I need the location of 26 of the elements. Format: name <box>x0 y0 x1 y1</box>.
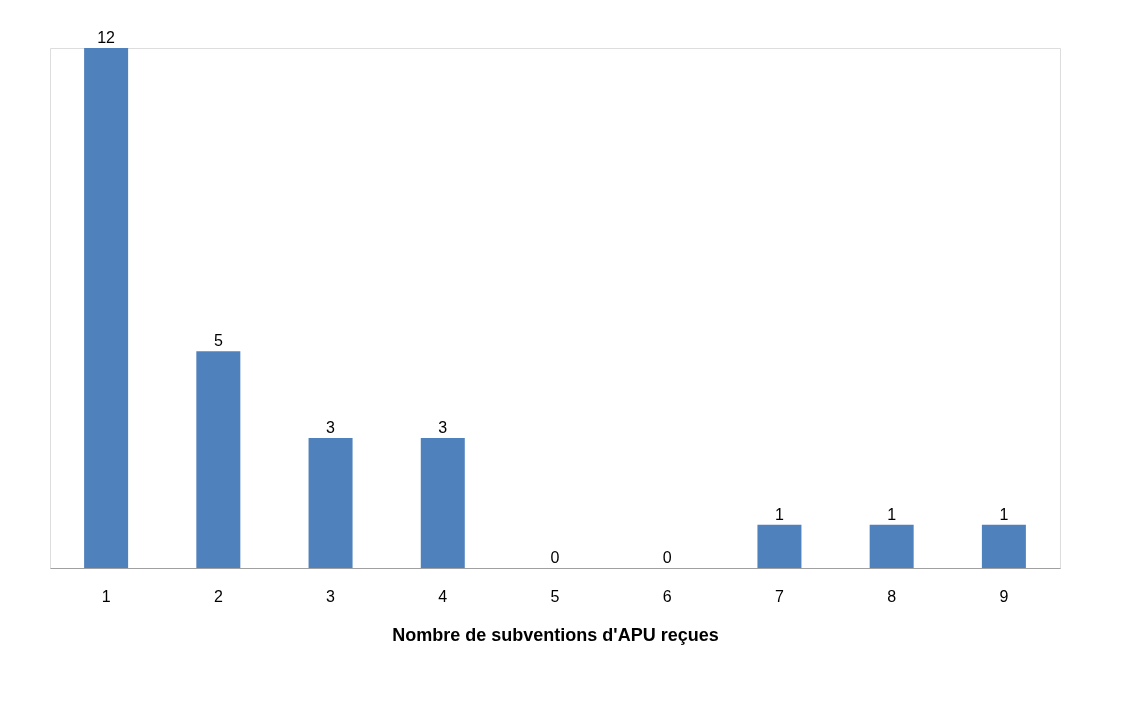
data-label: 5 <box>213 332 223 350</box>
x-tick-label: 4 <box>438 587 448 605</box>
x-tick-label: 5 <box>550 587 560 605</box>
data-label: 3 <box>438 419 448 436</box>
data-label: 0 <box>550 549 560 566</box>
data-label: 1 <box>774 505 784 523</box>
data-label: 3 <box>326 419 336 436</box>
bar <box>84 48 129 568</box>
x-tick-label: 8 <box>887 587 897 605</box>
bar <box>420 438 465 568</box>
x-axis-title: Nombre de subventions d'APU reçues <box>392 624 719 645</box>
x-tick-label: 2 <box>213 587 223 605</box>
bar <box>757 524 802 568</box>
x-tick-label: 7 <box>774 587 784 605</box>
data-label: 1 <box>999 505 1009 523</box>
data-label: 12 <box>97 29 116 46</box>
x-tick-label: 1 <box>101 587 111 605</box>
bar <box>196 351 241 568</box>
data-label: 1 <box>887 505 897 523</box>
bar <box>869 524 914 568</box>
x-tick-label: 6 <box>662 587 672 605</box>
x-tick-label: 3 <box>326 587 336 605</box>
x-tick-label: 9 <box>999 587 1009 605</box>
data-label: 0 <box>662 549 672 566</box>
bar <box>308 438 353 568</box>
bar <box>981 524 1026 568</box>
